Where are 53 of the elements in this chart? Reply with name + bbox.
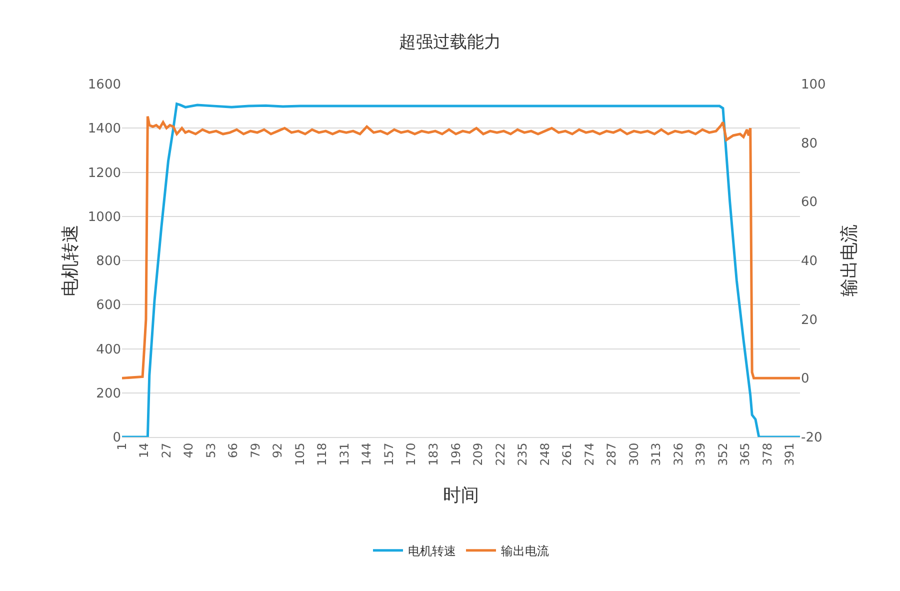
x-tick-label: 365 — [738, 442, 752, 466]
x-tick-label: 287 — [604, 442, 619, 466]
legend-label: 电机转速 — [408, 544, 456, 558]
x-tick-label: 92 — [270, 442, 285, 458]
x-tick-label: 209 — [471, 442, 486, 466]
y-tick-label: 1600 — [88, 78, 121, 93]
y-tick-label: 1400 — [88, 122, 121, 137]
y2-axis-title: 输出电流 — [839, 224, 860, 296]
x-tick-label: 261 — [560, 442, 574, 466]
line-series — [122, 102, 800, 437]
x-tick-label: 274 — [582, 442, 596, 466]
x-tick-label: 339 — [694, 442, 708, 466]
x-tick-label: 66 — [226, 442, 240, 458]
x-tick-label: 27 — [159, 442, 174, 458]
x-tick-label: 170 — [404, 442, 418, 466]
x-tick-label: 326 — [671, 442, 686, 466]
x-tick-label: 378 — [760, 442, 774, 466]
legend-label: 输出电流 — [501, 544, 549, 558]
y-tick-label: 800 — [96, 254, 121, 270]
y2-tick-label: 20 — [801, 312, 818, 328]
y-tick-label: 600 — [96, 298, 121, 314]
y2-tick-label: -20 — [801, 430, 822, 446]
x-tick-label: 157 — [382, 442, 396, 466]
x-tick-label: 40 — [182, 442, 196, 458]
y2-tick-label: 40 — [801, 254, 818, 270]
x-tick-label: 131 — [337, 442, 352, 466]
y-tick-label: 1200 — [88, 166, 121, 181]
line-series — [122, 115, 800, 380]
y-tick-label: 400 — [96, 342, 121, 358]
x-tick-label: 313 — [649, 442, 664, 466]
x-tick-label: 196 — [448, 442, 463, 466]
x-tick-label: 183 — [426, 442, 441, 466]
x-tick-label: 248 — [538, 442, 552, 466]
x-axis-title: 时间 — [443, 485, 479, 506]
y2-tick-label: 80 — [801, 136, 818, 152]
x-tick-label: 118 — [315, 442, 330, 466]
y2-tick-label: 60 — [801, 195, 818, 210]
y-axis-title: 电机转速 — [60, 224, 81, 296]
x-tick-label: 391 — [782, 442, 797, 466]
y2-tick-label: 0 — [801, 372, 810, 387]
x-tick-label: 53 — [204, 442, 218, 458]
x-tick-label: 79 — [248, 442, 262, 458]
x-tick-label: 352 — [716, 442, 730, 466]
x-tick-label: 14 — [137, 442, 152, 458]
y-tick-label: 200 — [96, 386, 121, 402]
y-tick-label: 1000 — [88, 210, 121, 225]
x-tick-label: 144 — [360, 442, 374, 466]
x-tick-label: 300 — [626, 442, 641, 466]
x-tick-label: 105 — [292, 442, 307, 466]
chart-title: 超强过载能力 — [399, 32, 501, 52]
x-tick-label: 235 — [516, 442, 530, 466]
x-tick-label: 222 — [493, 442, 508, 466]
y2-tick-label: 100 — [801, 78, 826, 93]
